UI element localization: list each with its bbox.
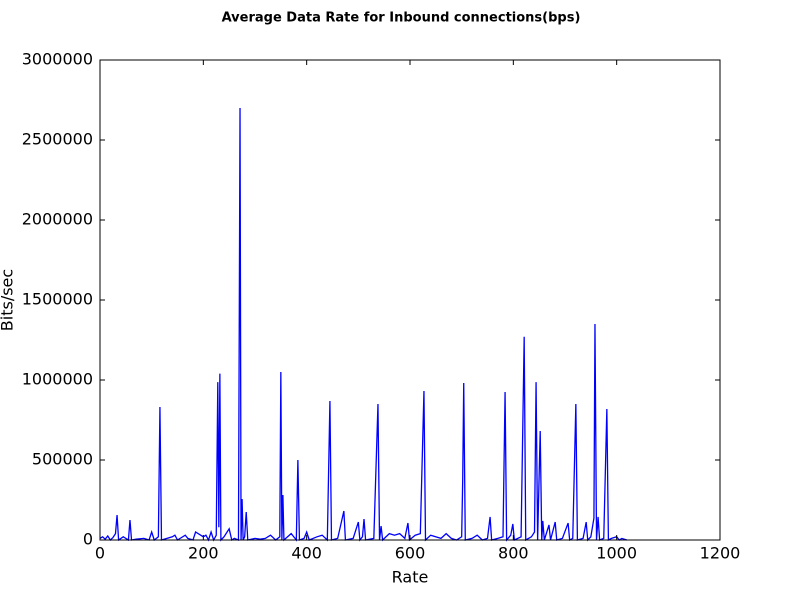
y-tick-label: 500000 <box>32 450 93 469</box>
x-tick-label: 800 <box>498 544 529 563</box>
x-axis-label: Rate <box>392 568 429 587</box>
y-axis-label: Bits/sec <box>0 269 17 331</box>
y-tick-label: 2500000 <box>22 130 93 149</box>
x-tick-label: 400 <box>291 544 322 563</box>
y-tick-label: 2000000 <box>22 210 93 229</box>
x-tick-label: 1000 <box>596 544 637 563</box>
y-tick-label: 1500000 <box>22 290 93 309</box>
x-tick-label: 0 <box>95 544 105 563</box>
y-tick-label: 1000000 <box>22 370 93 389</box>
x-tick-label: 1200 <box>700 544 741 563</box>
x-tick-label: 200 <box>188 544 219 563</box>
chart-title: Average Data Rate for Inbound connection… <box>222 11 581 26</box>
x-tick-label: 600 <box>395 544 426 563</box>
y-tick-label: 0 <box>83 530 93 549</box>
y-tick-label: 3000000 <box>22 50 93 69</box>
